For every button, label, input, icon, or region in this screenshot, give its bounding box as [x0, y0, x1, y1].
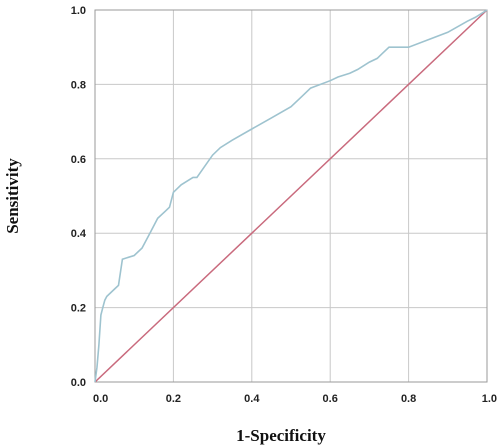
y-tick-label: 0.0	[71, 377, 86, 389]
x-tick-label: 0.4	[244, 393, 260, 405]
tick-labels: 0.0 0.2 0.4 0.6 0.8 1.0 0.0 0.2 0.4 0.6 0.8 1.0	[71, 5, 497, 405]
x-axis-title: 1-Specificity	[236, 426, 326, 445]
x-tick-label: 0.2	[166, 393, 181, 405]
y-tick-label: 0.8	[71, 79, 86, 91]
y-tick-label: 0.2	[71, 303, 86, 315]
x-tick-label: 0.8	[401, 393, 416, 405]
reference-diagonal-line	[94, 9, 488, 383]
y-tick-label: 0.6	[71, 154, 86, 166]
x-tick-label: 0.6	[323, 393, 338, 405]
plot-frame	[94, 9, 488, 383]
x-tick-label: 0.0	[93, 393, 108, 405]
x-tick-label: 1.0	[482, 393, 497, 405]
y-tick-label: 1.0	[71, 5, 86, 17]
y-axis-title: Sensitivity	[3, 158, 22, 234]
y-tick-label: 0.4	[71, 228, 87, 240]
roc-curve-line	[94, 9, 488, 383]
